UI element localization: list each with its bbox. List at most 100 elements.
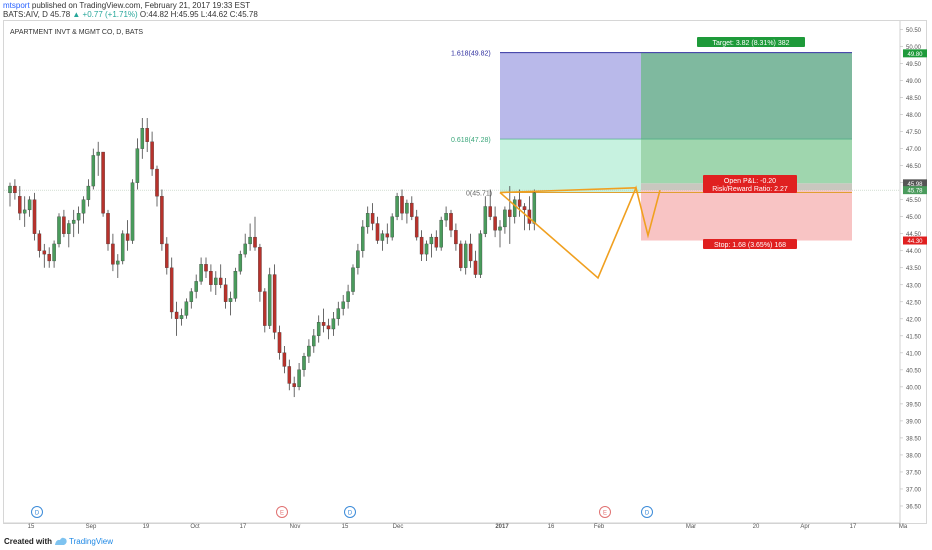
candle (463, 240, 468, 275)
candle (483, 196, 488, 238)
candle-body (331, 318, 336, 330)
dividend-marker[interactable]: D (344, 506, 356, 518)
candle (253, 216, 257, 251)
tradingview-brand[interactable]: TradingView (69, 537, 114, 546)
dividend-marker-circle (641, 506, 653, 518)
candle (414, 209, 419, 241)
candle (522, 203, 527, 231)
candle (42, 243, 47, 268)
candle (267, 267, 272, 330)
candle-body (351, 267, 355, 292)
candle (341, 294, 345, 316)
candle (508, 186, 512, 244)
candle-body (297, 369, 301, 388)
candle (32, 192, 37, 241)
candle-body (243, 243, 247, 255)
candle (62, 209, 66, 238)
target-label: Target: 3.82 (8.31%) 382 (712, 40, 789, 47)
candle-body (214, 277, 218, 285)
candle (400, 189, 404, 221)
candle-body (18, 196, 22, 214)
candle (365, 206, 370, 234)
candle-body (13, 185, 17, 194)
candle-body (150, 141, 154, 170)
x-tick-label: Mar (686, 524, 696, 530)
earnings-marker-circle (276, 506, 288, 518)
candle (297, 363, 301, 391)
publisher-user[interactable]: mtsport (3, 1, 30, 10)
candle-body (179, 315, 184, 319)
candle (37, 230, 42, 258)
candle (263, 288, 267, 333)
candle (429, 233, 434, 258)
candle-body (47, 253, 51, 262)
candle (361, 220, 365, 258)
earnings-marker[interactable]: E (276, 506, 288, 518)
y-tick-label: 48.50 (906, 96, 922, 102)
candle-body (223, 284, 228, 302)
candle (116, 254, 120, 278)
candle-body (8, 185, 12, 194)
candle (517, 189, 522, 217)
event-label: D (348, 511, 353, 517)
y-tick-label: 42.50 (906, 300, 922, 306)
x-tick-label: Apr (800, 524, 809, 530)
candle-body (218, 277, 223, 285)
price-tag-bg (903, 186, 927, 195)
candle-body (370, 213, 375, 224)
earnings-marker[interactable]: E (599, 506, 611, 518)
dividend-marker-circle (31, 506, 43, 518)
dividend-marker-circle (344, 506, 356, 518)
candle (307, 339, 311, 364)
candle-body (189, 291, 194, 302)
candle-body (76, 213, 81, 221)
candle (527, 196, 532, 231)
candle (346, 284, 350, 309)
candle-body (459, 243, 463, 268)
y-tick-label: 50.00 (906, 45, 922, 51)
y-tick-label: 37.50 (906, 470, 922, 476)
candle-body (57, 216, 61, 245)
candle (410, 196, 414, 221)
candle (86, 179, 91, 207)
x-tick-label: 15 (342, 524, 349, 530)
candle-body (199, 264, 203, 282)
dividend-marker[interactable]: D (641, 506, 653, 518)
candle-body (316, 322, 321, 336)
candle-body (508, 209, 512, 217)
candle (395, 192, 399, 221)
candle (375, 216, 380, 244)
candle (258, 243, 262, 302)
x-tick-label: Nov (290, 524, 301, 530)
candle (199, 257, 203, 285)
candle (145, 117, 149, 153)
candle (135, 138, 140, 190)
candle-body (81, 199, 86, 214)
candle (302, 352, 306, 377)
candle-body (228, 298, 233, 302)
candle (312, 329, 316, 353)
candle-body (160, 196, 164, 245)
candle-body (321, 322, 326, 326)
x-tick-label: 15 (28, 524, 35, 530)
candle-body (346, 291, 350, 302)
candle-body (292, 383, 296, 388)
event-label: D (645, 511, 650, 517)
candle (27, 196, 32, 217)
fib-zone-1618 (500, 52, 641, 140)
candle-body (483, 206, 488, 234)
candle-body (258, 247, 262, 292)
y-tick-label: 45.00 (906, 215, 922, 221)
y-tick-label: 50.50 (906, 28, 922, 34)
chart-title: APARTMENT INVT & MGMT CO, D, BATS (10, 29, 143, 36)
price-tag-bg (903, 236, 927, 245)
dividend-marker[interactable]: D (31, 506, 43, 518)
candle (282, 346, 287, 374)
candle (18, 186, 22, 221)
candle (165, 237, 169, 275)
y-tick-label: 38.00 (906, 453, 922, 459)
candle (493, 206, 497, 238)
x-tick-label: 17 (240, 524, 247, 530)
x-tick-label: Oct (190, 524, 200, 530)
